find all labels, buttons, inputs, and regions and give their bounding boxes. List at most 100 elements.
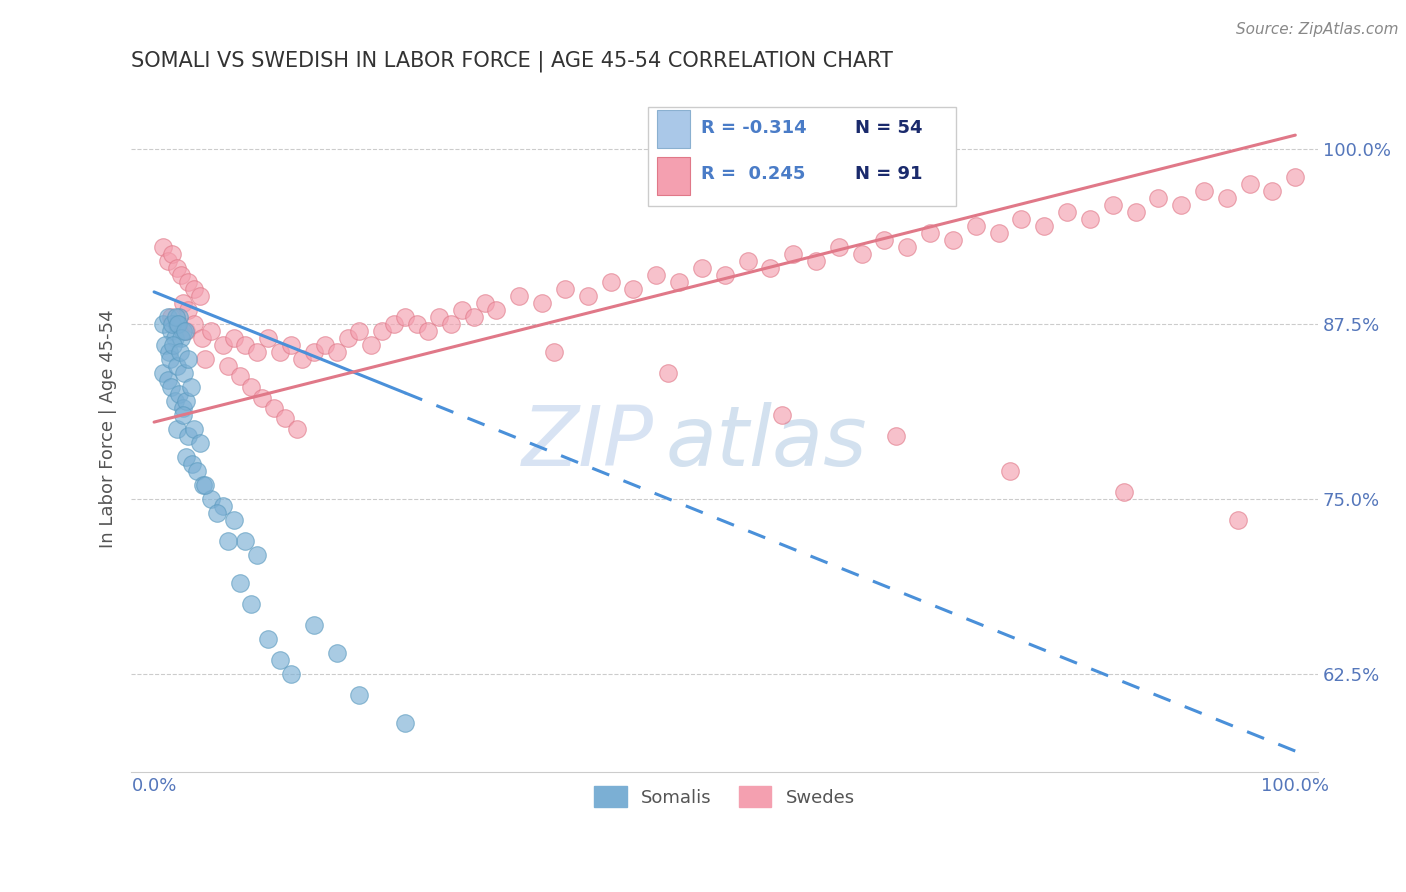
Point [162, 247, 184, 261]
Point [228, 576, 250, 591]
Point [942, 233, 965, 247]
Point [177, 275, 200, 289]
Point [804, 254, 827, 268]
Point [269, 345, 291, 359]
Point [302, 618, 325, 632]
Point [235, 534, 257, 549]
Point [257, 632, 280, 646]
Point [440, 317, 463, 331]
Point [325, 345, 347, 359]
Point [1239, 177, 1261, 191]
Point [1078, 212, 1101, 227]
Text: R = -0.314: R = -0.314 [702, 119, 807, 136]
Text: Source: ZipAtlas.com: Source: ZipAtlas.com [1236, 22, 1399, 37]
Point [873, 233, 896, 247]
Point [770, 408, 793, 422]
Point [211, 338, 233, 352]
Point [177, 303, 200, 318]
Point [152, 366, 174, 380]
Point [166, 317, 188, 331]
Point [194, 478, 217, 492]
Point [416, 324, 439, 338]
Point [160, 324, 183, 338]
Point [1114, 485, 1136, 500]
Point [337, 331, 360, 345]
Point [246, 345, 269, 359]
Point [163, 331, 186, 345]
Point [174, 394, 197, 409]
Point [1261, 184, 1284, 198]
Point [166, 359, 188, 373]
Point [394, 716, 416, 731]
Point [155, 338, 177, 352]
Point [576, 289, 599, 303]
Point [172, 324, 194, 338]
Point [174, 324, 197, 338]
Point [174, 450, 197, 464]
Point [173, 366, 195, 380]
Point [1147, 191, 1170, 205]
Point [998, 464, 1021, 478]
Point [172, 401, 194, 416]
Point [167, 317, 190, 331]
Point [531, 296, 554, 310]
Point [177, 429, 200, 443]
Point [157, 345, 180, 359]
Point [429, 310, 451, 325]
Point [235, 338, 257, 352]
Point [166, 317, 188, 331]
Point [599, 275, 621, 289]
Point [180, 457, 202, 471]
Point [1125, 205, 1147, 219]
Point [183, 282, 205, 296]
Point [246, 548, 269, 562]
Point [167, 387, 190, 401]
Point [191, 331, 214, 345]
Legend: Somalis, Swedes: Somalis, Swedes [588, 780, 862, 814]
Bar [657, 157, 690, 194]
Text: N = 54: N = 54 [855, 119, 922, 136]
Point [713, 268, 735, 282]
Point [325, 646, 347, 660]
Point [508, 289, 530, 303]
Point [194, 352, 217, 367]
Point [291, 352, 314, 367]
Point [166, 261, 188, 276]
Point [302, 345, 325, 359]
Point [349, 688, 371, 702]
Text: atlas: atlas [665, 402, 868, 483]
Point [156, 310, 179, 325]
Point [349, 324, 371, 338]
Point [170, 268, 193, 282]
Point [165, 310, 187, 325]
Point [211, 499, 233, 513]
Point [371, 324, 394, 338]
Point [274, 410, 297, 425]
Point [228, 368, 250, 383]
Point [987, 226, 1010, 240]
Point [382, 317, 405, 331]
Point [1010, 212, 1032, 227]
Point [162, 317, 184, 331]
FancyBboxPatch shape [648, 107, 956, 206]
Bar [657, 111, 690, 148]
Point [156, 373, 179, 387]
Text: N = 91: N = 91 [855, 165, 922, 183]
Point [405, 317, 427, 331]
Point [645, 268, 668, 282]
Text: R =  0.245: R = 0.245 [702, 165, 806, 183]
Point [188, 436, 211, 450]
Point [737, 254, 759, 268]
Point [166, 422, 188, 436]
Text: ZIP: ZIP [522, 402, 654, 483]
Point [451, 303, 474, 318]
Point [782, 247, 804, 261]
Point [205, 506, 228, 520]
Point [217, 534, 239, 549]
Point [280, 338, 302, 352]
Point [217, 359, 239, 373]
Point [159, 352, 181, 367]
Point [657, 366, 679, 380]
Point [177, 352, 200, 367]
Point [183, 317, 205, 331]
